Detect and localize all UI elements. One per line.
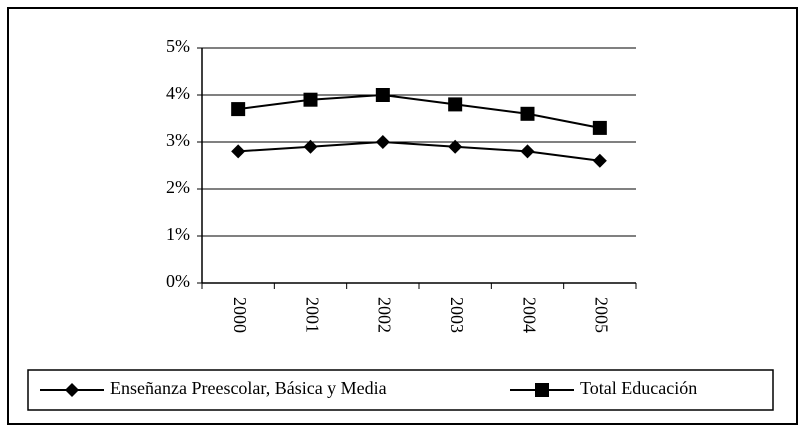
- marker: [303, 92, 318, 107]
- series-line: [238, 93, 601, 129]
- y-tick-label: 2%: [166, 177, 190, 197]
- legend-label: Enseñanza Preescolar, Básica y Media: [110, 378, 387, 398]
- marker: [520, 144, 535, 159]
- marker: [375, 88, 390, 102]
- marker: [65, 383, 79, 397]
- y-tick-label: 3%: [166, 130, 190, 150]
- marker: [375, 135, 390, 149]
- marker: [231, 102, 246, 117]
- x-tick-label: 2002: [375, 297, 395, 333]
- marker: [231, 144, 246, 159]
- legend-label: Total Educación: [580, 378, 697, 398]
- x-tick-label: 2003: [447, 297, 467, 333]
- y-tick-label: 5%: [166, 36, 190, 56]
- chart-frame: [7, 7, 798, 425]
- x-tick-label: 2004: [519, 297, 539, 333]
- marker: [535, 383, 549, 397]
- y-tick-label: 1%: [166, 224, 190, 244]
- marker: [448, 97, 463, 112]
- x-tick-label: 2001: [302, 297, 322, 333]
- x-tick-label: 2005: [592, 297, 612, 333]
- marker: [592, 153, 607, 168]
- marker: [303, 139, 318, 154]
- marker: [520, 106, 535, 121]
- marker: [592, 120, 607, 135]
- y-tick-label: 0%: [166, 271, 190, 291]
- legend-box: [27, 369, 774, 411]
- series-line: [238, 140, 600, 162]
- y-tick-label: 4%: [166, 83, 190, 103]
- marker: [448, 139, 463, 154]
- x-tick-label: 2000: [230, 297, 250, 333]
